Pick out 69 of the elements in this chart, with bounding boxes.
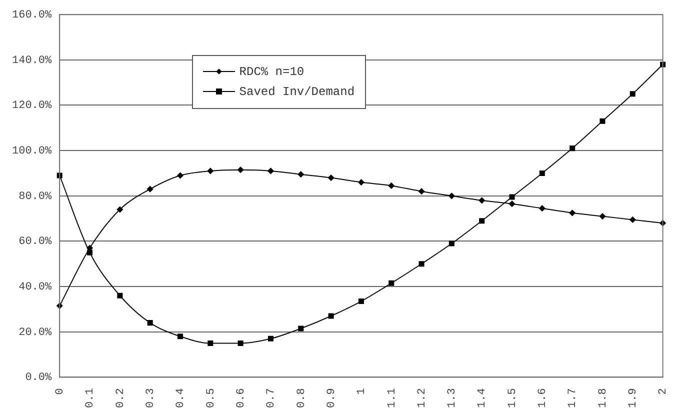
point [418,261,424,267]
point [207,168,214,174]
point [298,326,304,332]
legend-label: Saved Inv/Demand [239,84,355,99]
x-tick-label: 1.4 [476,388,489,408]
point [569,210,576,216]
point [116,206,124,213]
point [509,194,515,200]
point [177,172,184,179]
y-tick-label: 60.0% [18,236,52,248]
point [237,166,244,173]
x-tick-label: 1.3 [446,388,459,408]
point [238,340,244,346]
x-tick-label: 0.9 [326,388,338,408]
y-tick-label: 160.0% [12,10,52,22]
x-tick-label: 0.6 [235,388,248,408]
y-tick-label: 100.0% [12,145,52,158]
x-tick-label: 1.6 [537,388,550,408]
x-tick-label: 0.8 [296,388,308,408]
point [539,170,545,176]
x-tick-label: 1.8 [597,388,610,408]
point [539,205,546,212]
point [570,146,576,152]
x-tick-label: 0.5 [205,388,218,408]
y-tick-label: 20.0% [18,326,52,339]
x-tick-label: 1.2 [416,388,428,408]
point [328,174,334,181]
y-tick-label: 140.0% [12,54,52,67]
point [328,313,334,319]
x-tick-label: 0.2 [114,388,127,408]
y-tick-label: 80.0% [18,190,52,203]
y-tick-label: 40.0% [18,281,52,294]
x-tick-label: 0.1 [84,388,97,408]
point [146,186,154,192]
point [630,91,636,97]
point [358,298,364,304]
point [208,340,214,346]
point [388,280,394,286]
point [56,172,62,178]
point [177,334,184,340]
point [478,197,485,204]
point [508,200,516,207]
point [630,216,636,223]
x-tick-label: 1.9 [628,388,640,408]
point [418,188,425,194]
y-tick-label: 0.0% [25,372,52,384]
x-tick-label: 2 [658,388,670,395]
point [147,320,153,326]
x-tick-label: 0.7 [266,388,278,408]
point [268,168,274,174]
point [479,218,485,224]
point [388,182,394,189]
point [358,179,364,186]
x-tick-label: 1 [356,388,368,395]
x-tick-label: 0.4 [175,388,188,408]
y-tick-label: 120.0% [12,100,52,112]
point [268,336,274,342]
point [298,171,304,178]
legend-label: RDC% n=10 [239,64,304,79]
x-tick-label: 0.3 [144,388,157,408]
x-tick-label: 1.5 [506,388,519,408]
point [117,292,123,298]
point [448,192,455,199]
x-tick-label: 1.7 [567,388,580,408]
point [600,118,606,124]
point [448,240,454,246]
point [599,213,606,220]
x-tick-label: 0 [54,388,67,395]
x-tick-label: 1.1 [386,388,398,408]
